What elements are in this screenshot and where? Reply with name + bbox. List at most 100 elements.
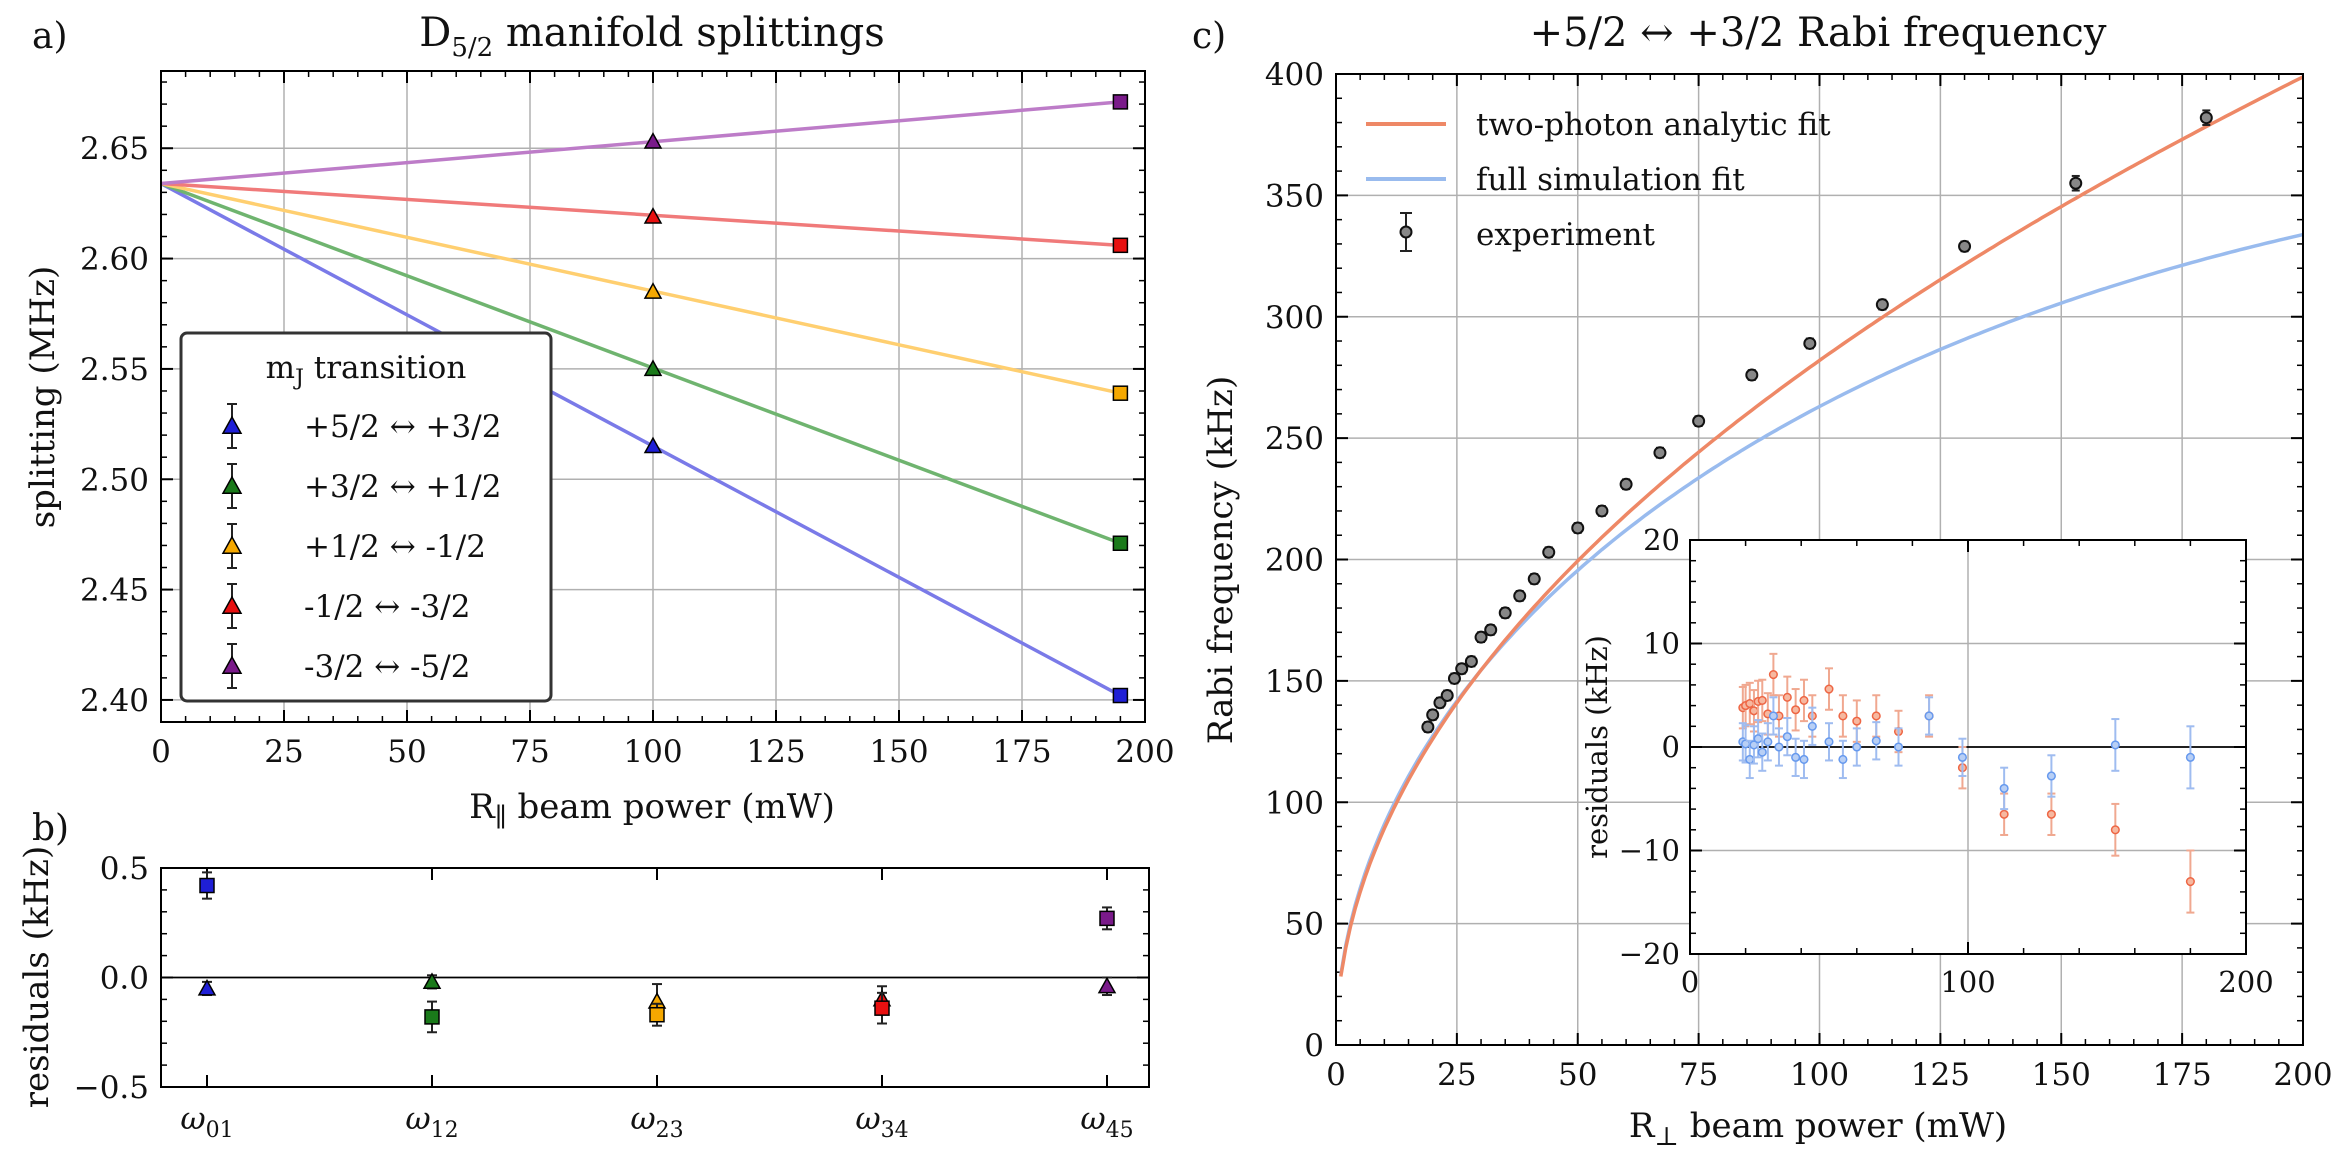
tick-label-x-50: 50	[1558, 1057, 1597, 1093]
triangle-marker-0	[643, 436, 663, 454]
simulation-residual-point-15	[1852, 742, 1862, 752]
experiment-point-23	[2199, 111, 2213, 125]
panel-b-letter: b)	[32, 808, 69, 849]
analytic-residual-point-23	[2185, 877, 2195, 887]
simulation-residual-point-19	[1957, 752, 1967, 762]
residual-triangle-0	[197, 978, 217, 996]
tick-label-x-75: 75	[1679, 1057, 1718, 1093]
legend-label-analytic: two-photon analytic fit	[1476, 107, 1831, 143]
simulation-residual-point-14	[1838, 754, 1848, 764]
tick-label-y-400: 400	[1265, 57, 1324, 93]
category-label-subscript: 34	[881, 1118, 909, 1143]
experiment-point-12	[1542, 545, 1556, 559]
inset-tick-label-x-100: 100	[1940, 965, 1995, 999]
tick-label-y-350: 350	[1265, 178, 1324, 214]
experiment-point-11	[1527, 572, 1541, 586]
residual-triangle-1	[422, 972, 442, 990]
residual-square-2	[649, 1006, 665, 1023]
tick-label-y-2.60: 2.60	[80, 242, 149, 278]
legend-triangle-1	[221, 475, 243, 494]
legend-triangle-4	[221, 655, 243, 674]
series-line-3	[160, 181, 1121, 248]
tick-label-x-150: 150	[2032, 1057, 2091, 1093]
series-line-2	[160, 181, 1121, 395]
tick-label-x-175: 175	[2153, 1057, 2212, 1093]
tick-label-y-0: 0	[1304, 1028, 1324, 1064]
triangle-marker-2	[643, 282, 663, 299]
panel-c-title: +5/2 ↔ +3/2 Rabi frequency	[1530, 10, 2107, 56]
experiment-point-8	[1484, 623, 1498, 637]
experiment-point-13	[1571, 521, 1585, 535]
tick-label-y-0.5: 0.5	[100, 851, 149, 887]
category-label-1: ω12	[405, 1101, 458, 1143]
analytic-residual-point-21	[2046, 809, 2056, 819]
inset-tick-label-y-−10: −10	[1619, 834, 1680, 868]
panel-b-ylabel: residuals (kHz)	[17, 846, 57, 1108]
simulation-residual-point-9	[1782, 732, 1792, 742]
tick-label-y-2.65: 2.65	[80, 131, 149, 167]
experiment-point-19	[1803, 336, 1817, 350]
legend-triangle-2	[221, 535, 243, 554]
panel-a-legend: mJ transition +5/2 ↔ +3/2+3/2 ↔ +1/2+1/2…	[179, 331, 553, 703]
analytic-residual-point-5	[1757, 695, 1767, 705]
tick-label-y-250: 250	[1265, 421, 1324, 457]
simulation-residual-point-18	[1924, 711, 1934, 721]
panel-c-letter: c)	[1192, 16, 1226, 57]
simulation-residual-point-12	[1807, 721, 1817, 731]
simulation-residual-point-5	[1757, 747, 1767, 757]
simulation-residual-point-2	[1745, 754, 1755, 764]
tick-label-y-2.40: 2.40	[80, 683, 149, 719]
tick-label-y-2.50: 2.50	[80, 462, 149, 498]
experiment-point-1	[1426, 708, 1440, 722]
legend-label-experiment: experiment	[1476, 217, 1655, 253]
experiment-point-14	[1595, 504, 1609, 518]
square-marker-3	[1112, 237, 1129, 254]
analytic-residual-point-10	[1791, 705, 1801, 715]
experiment-point-0	[1421, 720, 1435, 734]
tick-label-x-100: 100	[623, 734, 682, 770]
analytic-residual-point-13	[1824, 684, 1834, 694]
panel-a-data	[160, 94, 1129, 704]
tick-label-y-0.0: 0.0	[100, 961, 149, 997]
experiment-point-21	[1958, 239, 1972, 253]
panel-c-data	[1339, 75, 2304, 977]
residual-square-1	[424, 1009, 440, 1025]
square-marker-4	[1112, 94, 1129, 110]
experiment-point-5	[1455, 662, 1469, 676]
residual-square-4	[1099, 910, 1115, 927]
inset-tick-label-y-20: 20	[1643, 523, 1680, 557]
tick-label-x-125: 125	[1911, 1057, 1970, 1093]
panel-c-legend: two-photon analytic fit full simulation …	[1366, 107, 1831, 253]
simulation-residual-point-7	[1768, 711, 1778, 721]
triangle-marker-4	[643, 132, 663, 149]
series-line-0	[160, 182, 1122, 698]
tick-label-x-200: 200	[1115, 734, 1174, 770]
category-label-subscript: 45	[1106, 1118, 1134, 1143]
panel-a-xlabel: R∥ beam power (mW)	[469, 787, 835, 833]
fit-curve-analytic	[1339, 75, 2304, 977]
legend-label-simulation: full simulation fit	[1476, 162, 1745, 198]
series-line-4	[160, 100, 1121, 186]
inset-ylabel: residuals (kHz)	[1580, 635, 1614, 859]
legend-label-3: -1/2 ↔ -3/2	[304, 589, 470, 625]
inset-tick-label-x-0: 0	[1681, 965, 1699, 999]
tick-label-x-25: 25	[264, 734, 303, 770]
legend-label-4: -3/2 ↔ -5/2	[304, 649, 470, 685]
residual-triangle-4	[1097, 976, 1117, 994]
tick-label-x-50: 50	[387, 734, 426, 770]
simulation-residual-point-6	[1763, 737, 1773, 747]
analytic-residual-point-7	[1768, 670, 1778, 680]
experiment-point-7	[1474, 630, 1488, 644]
experiment-point-4	[1447, 671, 1461, 685]
category-label-subscript: 12	[431, 1118, 459, 1143]
legend-marker-experiment	[1399, 212, 1413, 252]
residual-square-0	[199, 877, 215, 894]
analytic-residual-point-15	[1852, 716, 1862, 726]
panel-a-letter: a)	[32, 16, 68, 57]
simulation-residual-point-20	[1999, 783, 2009, 793]
category-label-subscript: 01	[206, 1118, 234, 1143]
tick-label-x-0: 0	[151, 734, 171, 770]
tick-label-y-2.45: 2.45	[80, 573, 149, 609]
